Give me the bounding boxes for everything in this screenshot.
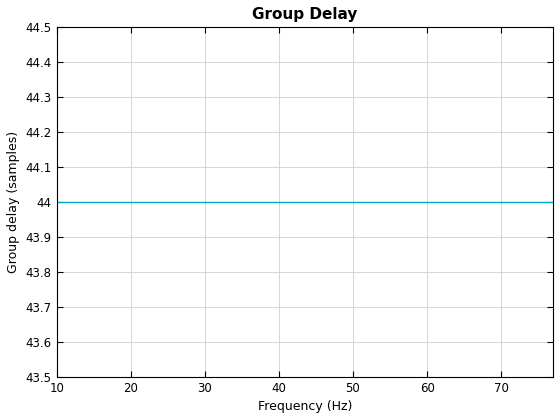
X-axis label: Frequency (Hz): Frequency (Hz) xyxy=(258,400,352,413)
Y-axis label: Group delay (samples): Group delay (samples) xyxy=(7,131,20,273)
Title: Group Delay: Group Delay xyxy=(252,7,357,22)
